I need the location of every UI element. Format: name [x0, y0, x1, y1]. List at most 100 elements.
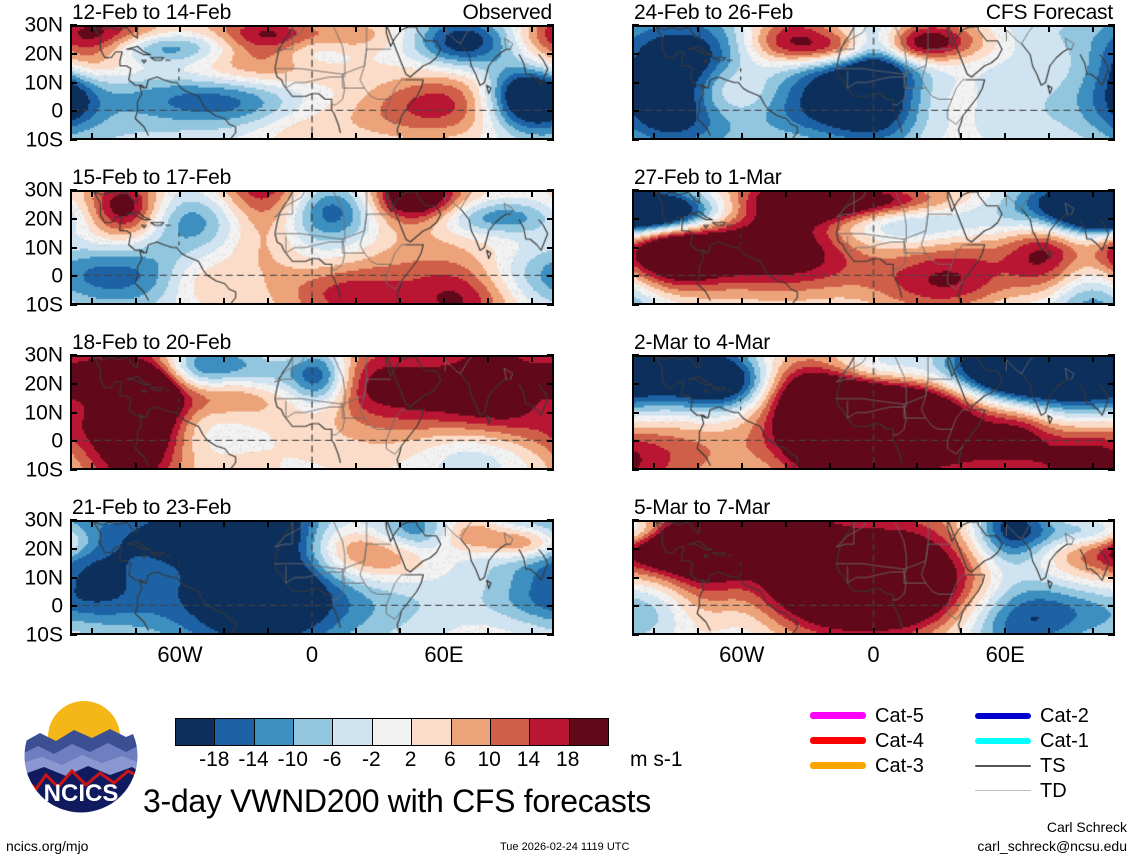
y-axis-tick	[1108, 634, 1115, 636]
x-axis-tick	[355, 463, 357, 470]
x-axis-tick	[135, 520, 137, 527]
x-axis-tick	[1092, 463, 1095, 470]
legend-item-label: Cat-1	[1040, 729, 1089, 752]
column-header: Observed	[462, 1, 553, 24]
x-axis-tick	[1092, 190, 1095, 197]
x-axis-tick	[487, 25, 489, 32]
y-axis-tick	[1108, 411, 1115, 414]
x-axis-tick	[652, 355, 655, 362]
x-axis-tick	[179, 520, 181, 527]
legend-column-left: Cat-5 Cat-4 Cat-3	[810, 703, 924, 778]
y-axis-tick	[1108, 110, 1115, 113]
y-axis-label: 10S	[25, 623, 63, 647]
y-axis-label: 10S	[25, 293, 63, 317]
x-axis-tick	[652, 628, 655, 635]
x-axis-tick	[872, 463, 875, 470]
x-axis-tick	[443, 133, 445, 140]
map-panel: 15-Feb to 17-Feb 30N 20N 10N 0 10S	[24, 166, 554, 316]
x-axis-tick	[135, 628, 137, 635]
y-axis-tick	[547, 189, 554, 191]
y-axis-tick	[632, 139, 639, 141]
map-plot-area	[70, 520, 554, 635]
x-axis-label: 60W	[157, 642, 203, 667]
colorbar-tick-label: 6	[444, 748, 456, 771]
colorbar-tick-label: 2	[404, 748, 417, 771]
x-axis-tick	[1048, 298, 1051, 305]
x-axis-tick	[91, 190, 93, 197]
y-axis-tick	[1108, 469, 1115, 471]
legend-color-swatch	[810, 712, 866, 719]
x-axis-tick	[443, 25, 445, 32]
y-axis-tick	[1108, 52, 1115, 55]
x-axis-tick	[784, 463, 787, 470]
x-axis-tick	[1048, 355, 1051, 362]
x-axis-tick	[135, 133, 137, 140]
y-axis-tick	[70, 576, 77, 579]
map-plot-area	[70, 355, 554, 470]
x-axis-tick	[740, 628, 743, 635]
x-axis-tick	[487, 298, 489, 305]
colorbar-tick-label: 18	[556, 748, 580, 771]
x-axis-tick	[91, 298, 93, 305]
y-axis-tick	[632, 24, 639, 26]
x-axis-tick	[443, 628, 445, 635]
y-axis-label: 10N	[24, 236, 63, 259]
footer-email[interactable]: carl_schreck@ncsu.edu	[977, 838, 1127, 854]
x-axis-tick	[179, 25, 181, 32]
x-axis-tick	[311, 520, 313, 527]
x-axis-tick	[487, 520, 489, 527]
map-plot-area	[70, 25, 554, 140]
x-axis-tick	[872, 520, 875, 527]
legend-column-right: Cat-2 Cat-1 TS TD	[975, 703, 1089, 803]
y-axis-tick	[70, 52, 77, 55]
x-axis-tick	[696, 463, 699, 470]
legend-item: Cat-4	[810, 728, 924, 753]
page-title: 3-day VWND200 with CFS forecasts	[143, 783, 651, 819]
y-axis-tick	[547, 382, 554, 385]
x-axis-tick	[399, 190, 401, 197]
x-axis-tick	[399, 628, 401, 635]
x-axis-tick	[740, 133, 743, 140]
x-axis-tick	[916, 463, 919, 470]
y-axis-tick	[632, 411, 639, 414]
y-axis-tick	[1108, 189, 1115, 191]
x-axis-tick	[223, 25, 225, 32]
colorbar-segment	[568, 719, 608, 745]
footer-site-link[interactable]: ncics.org/mjo	[6, 838, 89, 854]
x-axis-tick	[828, 520, 831, 527]
x-axis-tick	[91, 463, 93, 470]
map-plot-area	[70, 190, 554, 305]
x-axis-tick	[740, 355, 743, 362]
x-axis-tick	[1048, 25, 1051, 32]
x-axis-tick	[696, 190, 699, 197]
y-axis-tick	[547, 576, 554, 579]
y-axis-tick	[70, 519, 77, 521]
x-axis-tick	[916, 133, 919, 140]
storm-category-legend: Cat-5 Cat-4 Cat-3 Cat-2 Cat-1 TS TD	[810, 703, 1130, 803]
colorbar-tick-label: -2	[362, 748, 381, 771]
x-axis-tick	[531, 298, 533, 305]
x-axis-tick	[531, 25, 533, 32]
x-axis-tick	[1092, 133, 1095, 140]
y-axis-tick	[1108, 81, 1115, 84]
y-axis-tick	[547, 547, 554, 550]
x-axis-tick	[179, 628, 181, 635]
x-axis-tick	[443, 463, 445, 470]
y-axis-label: 0	[51, 99, 63, 123]
x-axis-tick	[311, 628, 313, 635]
y-axis-tick	[1108, 354, 1115, 356]
x-axis-tick	[872, 190, 875, 197]
x-axis-tick	[487, 628, 489, 635]
x-axis-tick	[872, 298, 875, 305]
colorbar-segment	[489, 719, 530, 745]
map-field-raster	[634, 357, 1113, 468]
y-axis-label: 20N	[24, 372, 63, 396]
map-plot-area	[632, 355, 1115, 470]
colorbar-segment	[293, 719, 333, 745]
x-axis-tick	[1004, 463, 1007, 470]
y-axis-tick	[632, 382, 639, 385]
x-axis-tick	[355, 133, 357, 140]
x-axis-tick	[828, 628, 831, 635]
y-axis-tick	[70, 411, 77, 414]
y-axis-tick	[632, 246, 639, 249]
